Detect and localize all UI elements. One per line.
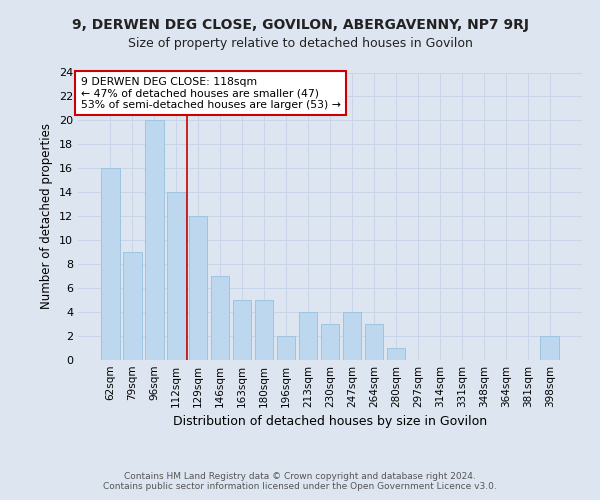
Bar bbox=[277, 336, 295, 360]
Bar bbox=[167, 192, 185, 360]
Bar bbox=[101, 168, 119, 360]
Bar bbox=[320, 324, 340, 360]
Bar bbox=[123, 252, 142, 360]
Bar bbox=[211, 276, 229, 360]
Bar bbox=[255, 300, 274, 360]
Bar bbox=[145, 120, 164, 360]
Bar bbox=[365, 324, 383, 360]
Bar bbox=[233, 300, 251, 360]
X-axis label: Distribution of detached houses by size in Govilon: Distribution of detached houses by size … bbox=[173, 416, 487, 428]
Y-axis label: Number of detached properties: Number of detached properties bbox=[40, 123, 53, 309]
Text: 9, DERWEN DEG CLOSE, GOVILON, ABERGAVENNY, NP7 9RJ: 9, DERWEN DEG CLOSE, GOVILON, ABERGAVENN… bbox=[71, 18, 529, 32]
Bar bbox=[343, 312, 361, 360]
Bar bbox=[386, 348, 405, 360]
Bar bbox=[541, 336, 559, 360]
Text: Contains HM Land Registry data © Crown copyright and database right 2024.
Contai: Contains HM Land Registry data © Crown c… bbox=[103, 472, 497, 491]
Text: Size of property relative to detached houses in Govilon: Size of property relative to detached ho… bbox=[128, 38, 472, 51]
Bar bbox=[189, 216, 208, 360]
Text: 9 DERWEN DEG CLOSE: 118sqm
← 47% of detached houses are smaller (47)
53% of semi: 9 DERWEN DEG CLOSE: 118sqm ← 47% of deta… bbox=[80, 77, 340, 110]
Bar bbox=[299, 312, 317, 360]
